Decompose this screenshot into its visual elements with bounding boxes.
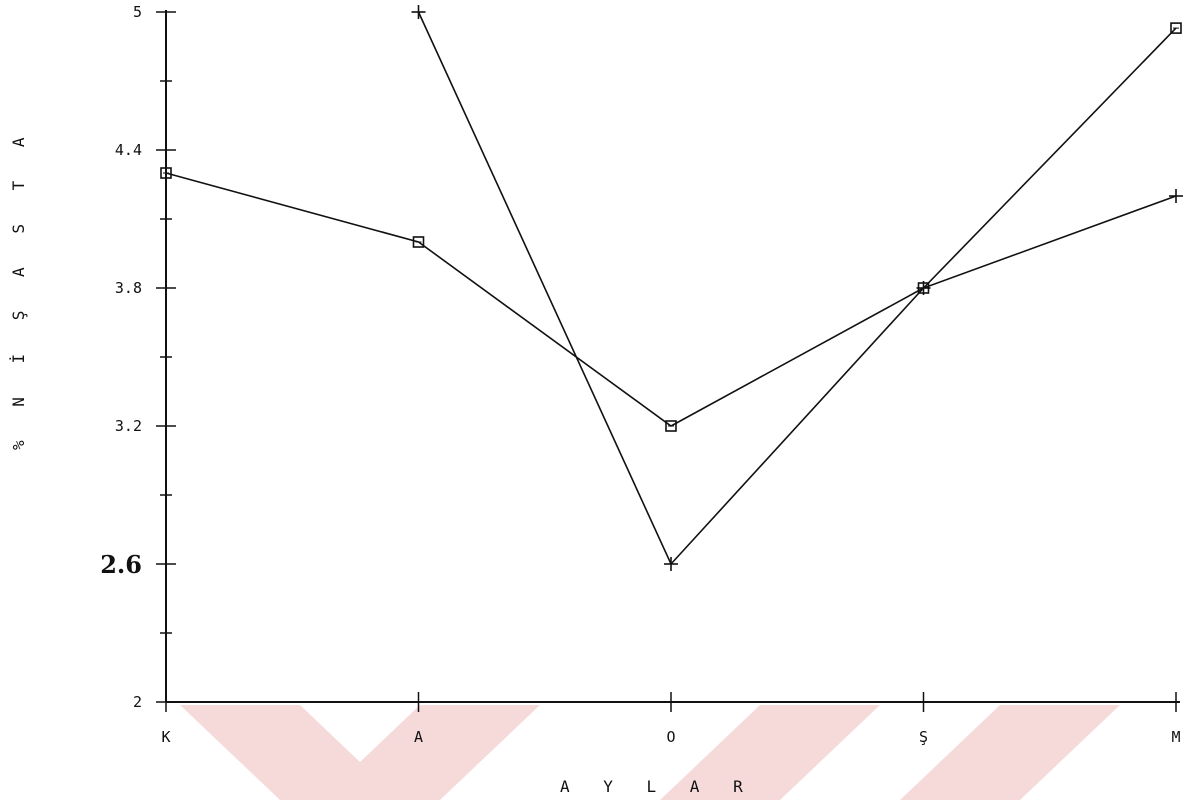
y-axis-label: % N İ Ş A S T A [9, 126, 28, 451]
x-tick-label: Ş [919, 728, 928, 746]
y-ticks: 2 2.6 3.2 3.8 4.4 5 [100, 3, 176, 711]
x-axis-label: A Y L A R [560, 777, 755, 796]
y-tick-label: 2 [133, 693, 142, 711]
y-tick-label: 5 [133, 3, 142, 21]
square-marker [1170, 22, 1182, 34]
y-tick-label: 3.2 [115, 417, 142, 435]
x-tick-label: O [666, 728, 675, 746]
x-tick-label: K [161, 728, 170, 746]
series-line [165, 27, 1177, 427]
y-tick-label: 3.8 [115, 279, 142, 297]
series-line [417, 11, 1177, 566]
y-tick-label: 2.6 [100, 550, 142, 579]
watermark-stripe [320, 705, 540, 800]
watermark [180, 705, 1120, 800]
x-tick-label: M [1171, 728, 1180, 746]
x-tick-label: A [414, 728, 423, 746]
watermark-stripe [900, 705, 1120, 800]
square-marker [665, 420, 677, 432]
square-marker [160, 167, 172, 179]
y-tick-label: 4.4 [115, 141, 142, 159]
square-marker [412, 236, 425, 248]
series-layer [160, 5, 1183, 571]
watermark-stripe [660, 705, 880, 800]
